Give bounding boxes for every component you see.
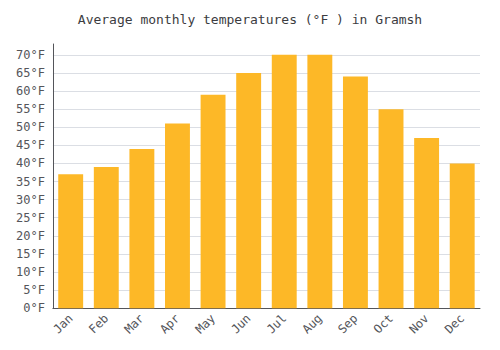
- svg-text:35°F: 35°F: [16, 175, 45, 189]
- svg-text:Aug: Aug: [300, 311, 325, 336]
- svg-text:40°F: 40°F: [16, 156, 45, 170]
- svg-text:Feb: Feb: [86, 311, 111, 336]
- svg-text:25°F: 25°F: [16, 211, 45, 225]
- svg-text:Jul: Jul: [264, 311, 289, 336]
- svg-text:Oct: Oct: [371, 311, 396, 336]
- svg-text:45°F: 45°F: [16, 138, 45, 152]
- svg-text:Apr: Apr: [157, 311, 182, 336]
- svg-text:May: May: [193, 311, 218, 336]
- svg-text:Jun: Jun: [228, 311, 253, 336]
- svg-text:55°F: 55°F: [16, 102, 45, 116]
- svg-text:Nov: Nov: [406, 311, 431, 336]
- svg-text:Average monthly temperatures (: Average monthly temperatures (°F ) in Gr…: [78, 12, 422, 27]
- svg-text:0°F: 0°F: [23, 301, 45, 315]
- svg-text:70°F: 70°F: [16, 48, 45, 62]
- svg-text:65°F: 65°F: [16, 66, 45, 80]
- svg-text:5°F: 5°F: [23, 283, 45, 297]
- svg-text:Dec: Dec: [442, 311, 467, 336]
- svg-text:20°F: 20°F: [16, 229, 45, 243]
- svg-text:10°F: 10°F: [16, 265, 45, 279]
- svg-text:15°F: 15°F: [16, 247, 45, 261]
- svg-text:50°F: 50°F: [16, 120, 45, 134]
- svg-text:30°F: 30°F: [16, 193, 45, 207]
- svg-text:Mar: Mar: [122, 311, 147, 336]
- svg-text:Sep: Sep: [335, 311, 360, 336]
- svg-text:60°F: 60°F: [16, 84, 45, 98]
- svg-text:Jan: Jan: [50, 311, 75, 336]
